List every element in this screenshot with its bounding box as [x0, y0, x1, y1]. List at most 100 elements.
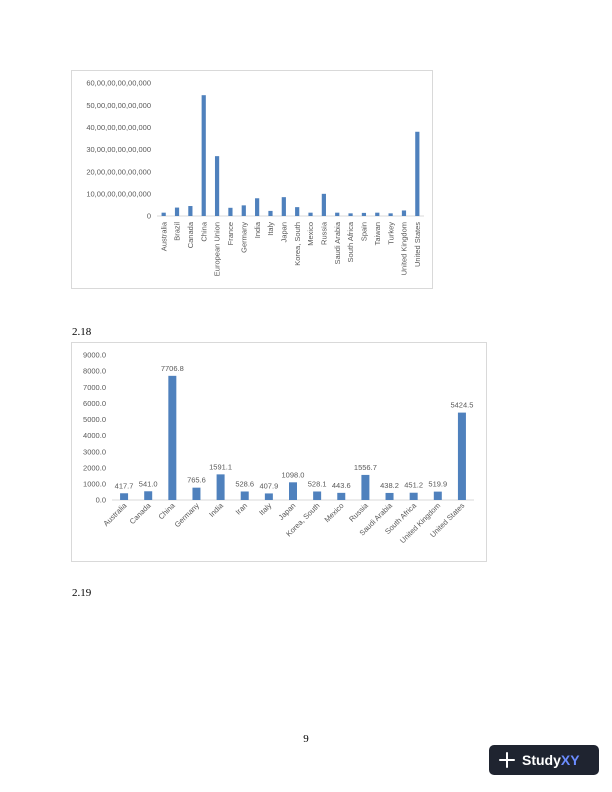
x-tick-label: Italy: [257, 501, 273, 517]
data-label: 541.0: [139, 479, 158, 488]
bar: [361, 474, 370, 500]
bar: [295, 207, 300, 216]
data-label: 1591.1: [209, 462, 232, 471]
data-label: 7706.8: [161, 364, 184, 373]
bar: [281, 197, 286, 216]
bar: [388, 213, 393, 216]
bar: [348, 213, 353, 216]
bar: [161, 212, 166, 216]
data-label: 407.9: [259, 481, 278, 490]
y-tick-label: 4000.0: [83, 431, 106, 440]
y-tick-label: 0.0: [96, 496, 106, 505]
bar: [268, 210, 273, 216]
data-label: 528.1: [308, 479, 327, 488]
section-label-2-19: 2.19: [72, 587, 92, 599]
data-label: 765.6: [187, 476, 206, 485]
x-tick-label: Russia: [320, 221, 329, 245]
data-label: 1098.0: [282, 470, 305, 479]
bar: [361, 212, 367, 216]
x-tick-label: Turkey: [386, 222, 395, 245]
bar: [228, 207, 233, 216]
bar: [457, 412, 466, 500]
x-tick-label: Mexico: [323, 501, 346, 524]
x-tick-label: China: [199, 221, 208, 241]
brand-name-accent: XY: [560, 752, 580, 768]
bar: [401, 210, 407, 216]
x-tick-label: Germany: [173, 501, 201, 529]
data-label: 438.2: [380, 481, 399, 490]
x-tick-label: United Kingdom: [400, 222, 409, 275]
y-tick-label: 40,00,00,00,00,000: [86, 123, 151, 132]
x-tick-label: Taiwan: [373, 222, 382, 245]
bar: [335, 212, 340, 216]
bar: [308, 212, 313, 216]
x-tick-label: United States: [413, 222, 422, 267]
bar: [168, 375, 177, 500]
bar: [289, 482, 297, 500]
y-tick-label: 20,00,00,00,00,000: [86, 167, 151, 176]
y-tick-label: 10,00,00,00,00,000: [86, 189, 151, 198]
data-label: 519.9: [428, 480, 447, 489]
x-tick-label: Mexico: [306, 222, 315, 246]
bar: [120, 493, 129, 500]
plus-icon: [498, 751, 516, 769]
studyxy-badge[interactable]: StudyXY: [489, 745, 599, 775]
data-label: 451.2: [404, 481, 423, 490]
bar: [241, 205, 246, 216]
y-tick-label: 2000.0: [83, 463, 106, 472]
data-label: 528.6: [235, 479, 254, 488]
x-tick-label: Russia: [347, 500, 370, 523]
y-tick-label: 8000.0: [83, 367, 106, 376]
x-tick-label: South Africa: [346, 221, 355, 262]
bar: [255, 198, 260, 216]
bar: [240, 491, 249, 500]
x-tick-label: Japan: [277, 501, 298, 522]
x-tick-label: China: [157, 500, 178, 521]
data-label: 5424.5: [450, 401, 473, 410]
x-tick-label: Germany: [239, 222, 248, 253]
bar: [375, 212, 380, 216]
x-tick-label: France: [226, 222, 235, 245]
x-tick-label: Italy: [266, 222, 275, 236]
brand-name: StudyXY: [522, 752, 580, 768]
bar: [433, 491, 442, 500]
y-tick-label: 0: [147, 212, 151, 221]
y-tick-label: 60,00,00,00,00,000: [86, 79, 151, 88]
x-tick-label: India: [253, 221, 262, 238]
x-tick-label: European Union: [213, 222, 222, 276]
bar: [201, 95, 206, 216]
bar: [188, 206, 193, 216]
x-tick-label: India: [207, 500, 225, 518]
y-tick-label: 9000.0: [83, 351, 106, 360]
bar: [415, 131, 420, 216]
page-number: 9: [303, 733, 309, 745]
bar: [174, 207, 180, 216]
y-tick-label: 30,00,00,00,00,000: [86, 145, 151, 154]
bar: [337, 492, 346, 500]
x-tick-label: Spain: [360, 222, 369, 241]
x-tick-label: Iran: [234, 501, 250, 517]
brand-name-main: Study: [522, 752, 561, 768]
y-tick-label: 5000.0: [83, 415, 106, 424]
data-label: 1556.7: [354, 463, 377, 472]
bar: [321, 193, 326, 216]
x-tick-label: Canada: [128, 500, 154, 526]
x-tick-label: Brazil: [173, 222, 182, 241]
bar: [409, 492, 418, 500]
x-tick-label: Canada: [186, 221, 195, 248]
bar: [264, 493, 273, 500]
bar: [144, 491, 153, 500]
y-tick-label: 50,00,00,00,00,000: [86, 101, 151, 110]
data-label: 443.6: [332, 481, 351, 490]
chart-1-frame: 0 10,00,00,00,00,000 20,00,00,00,00,000 30,…: [71, 70, 433, 289]
x-tick-label: Saudi Arabia: [333, 221, 342, 264]
bar: [385, 492, 394, 500]
x-tick-label: Australia: [159, 221, 168, 251]
bar: [192, 487, 201, 500]
data-label: 417.7: [115, 481, 134, 490]
chart-2-svg: 0.0 1000.0 2000.0 3000.0 4000.0 5000.0 6000.0 7…: [83, 351, 474, 545]
y-tick-label: 6000.0: [83, 399, 106, 408]
bar: [214, 156, 220, 216]
x-tick-label: Korea, South: [293, 222, 302, 266]
x-tick-label: Japan: [279, 222, 288, 242]
